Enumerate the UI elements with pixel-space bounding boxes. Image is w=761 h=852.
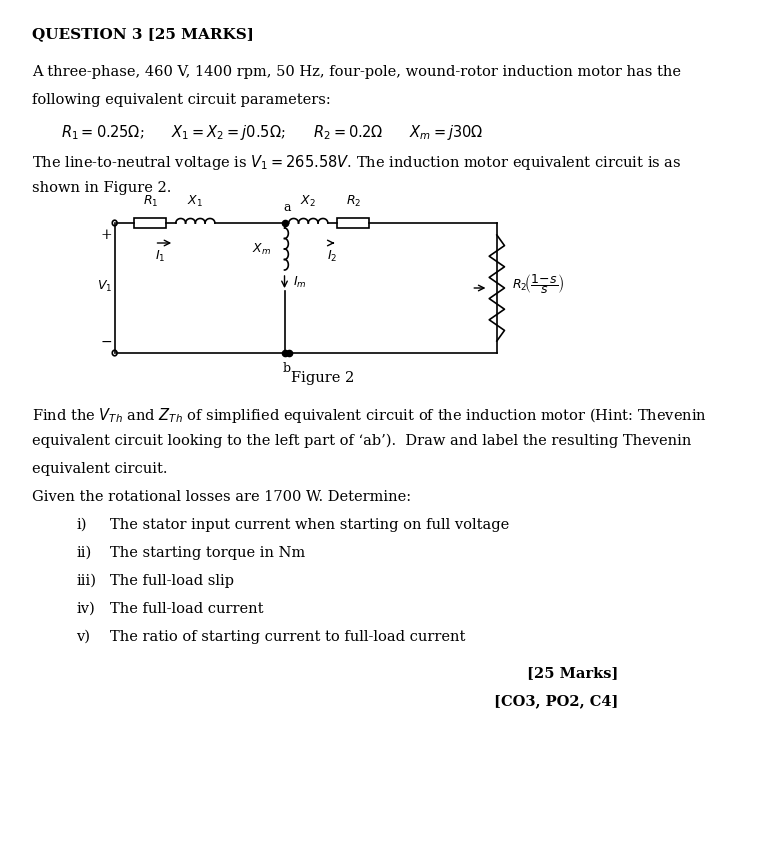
Text: $X_2$: $X_2$ [301, 194, 316, 209]
Text: A three-phase, 460 V, 1400 rpm, 50 Hz, four-pole, wound-rotor induction motor ha: A three-phase, 460 V, 1400 rpm, 50 Hz, f… [32, 65, 681, 79]
Bar [134, 218, 167, 228]
Text: iv): iv) [76, 602, 95, 616]
Text: [25 Marks]: [25 Marks] [527, 666, 618, 680]
Text: iii): iii) [76, 574, 97, 588]
Text: Find the $V_{Th}$ and $Z_{Th}$ of simplified equivalent circuit of the induction: Find the $V_{Th}$ and $Z_{Th}$ of simpli… [32, 406, 707, 425]
Text: The stator input current when starting on full voltage: The stator input current when starting o… [110, 518, 510, 532]
Text: $I_2$: $I_2$ [327, 249, 337, 264]
Text: $X_m$: $X_m$ [252, 241, 271, 256]
Text: $I_1$: $I_1$ [155, 249, 165, 264]
Text: b: b [283, 362, 291, 375]
Text: $R_2\!\left(\dfrac{1\!-\!s}{s}\right)$: $R_2\!\left(\dfrac{1\!-\!s}{s}\right)$ [512, 272, 565, 296]
Text: +: + [100, 228, 112, 242]
Text: shown in Figure 2.: shown in Figure 2. [32, 181, 172, 195]
Text: The full-load slip: The full-load slip [110, 574, 234, 588]
Text: a: a [283, 201, 291, 214]
Text: $V_1$: $V_1$ [97, 279, 112, 294]
Text: equivalent circuit looking to the left part of ‘ab’).  Draw and label the result: equivalent circuit looking to the left p… [32, 434, 692, 448]
Text: The ratio of starting current to full-load current: The ratio of starting current to full-lo… [110, 630, 466, 644]
Text: $R_2$: $R_2$ [345, 194, 361, 209]
Text: The starting torque in Nm: The starting torque in Nm [110, 546, 306, 560]
Text: QUESTION 3 [25 MARKS]: QUESTION 3 [25 MARKS] [32, 27, 254, 41]
Text: Figure 2: Figure 2 [291, 371, 355, 385]
Text: The full-load current: The full-load current [110, 602, 264, 616]
Text: following equivalent circuit parameters:: following equivalent circuit parameters: [32, 93, 331, 107]
Text: $I_m$: $I_m$ [293, 274, 307, 290]
Text: v): v) [76, 630, 91, 644]
Text: $X_1$: $X_1$ [187, 194, 203, 209]
Text: The line-to-neutral voltage is $V_1 = 265.58V$. The induction motor equivalent c: The line-to-neutral voltage is $V_1 = 26… [32, 153, 682, 172]
Text: i): i) [76, 518, 87, 532]
Text: equivalent circuit.: equivalent circuit. [32, 462, 167, 476]
Text: $R_1$: $R_1$ [142, 194, 158, 209]
Text: [CO3, PO2, C4]: [CO3, PO2, C4] [494, 694, 618, 708]
Text: $R_1 = 0.25\Omega$;      $X_1 = X_2 = j0.5\Omega$;      $R_2 = 0.2\Omega$      $: $R_1 = 0.25\Omega$; $X_1 = X_2 = j0.5\Om… [61, 123, 483, 142]
Text: $-$: $-$ [100, 334, 112, 348]
Text: ii): ii) [76, 546, 91, 560]
Text: Given the rotational losses are 1700 W. Determine:: Given the rotational losses are 1700 W. … [32, 490, 412, 504]
Bar [337, 218, 369, 228]
